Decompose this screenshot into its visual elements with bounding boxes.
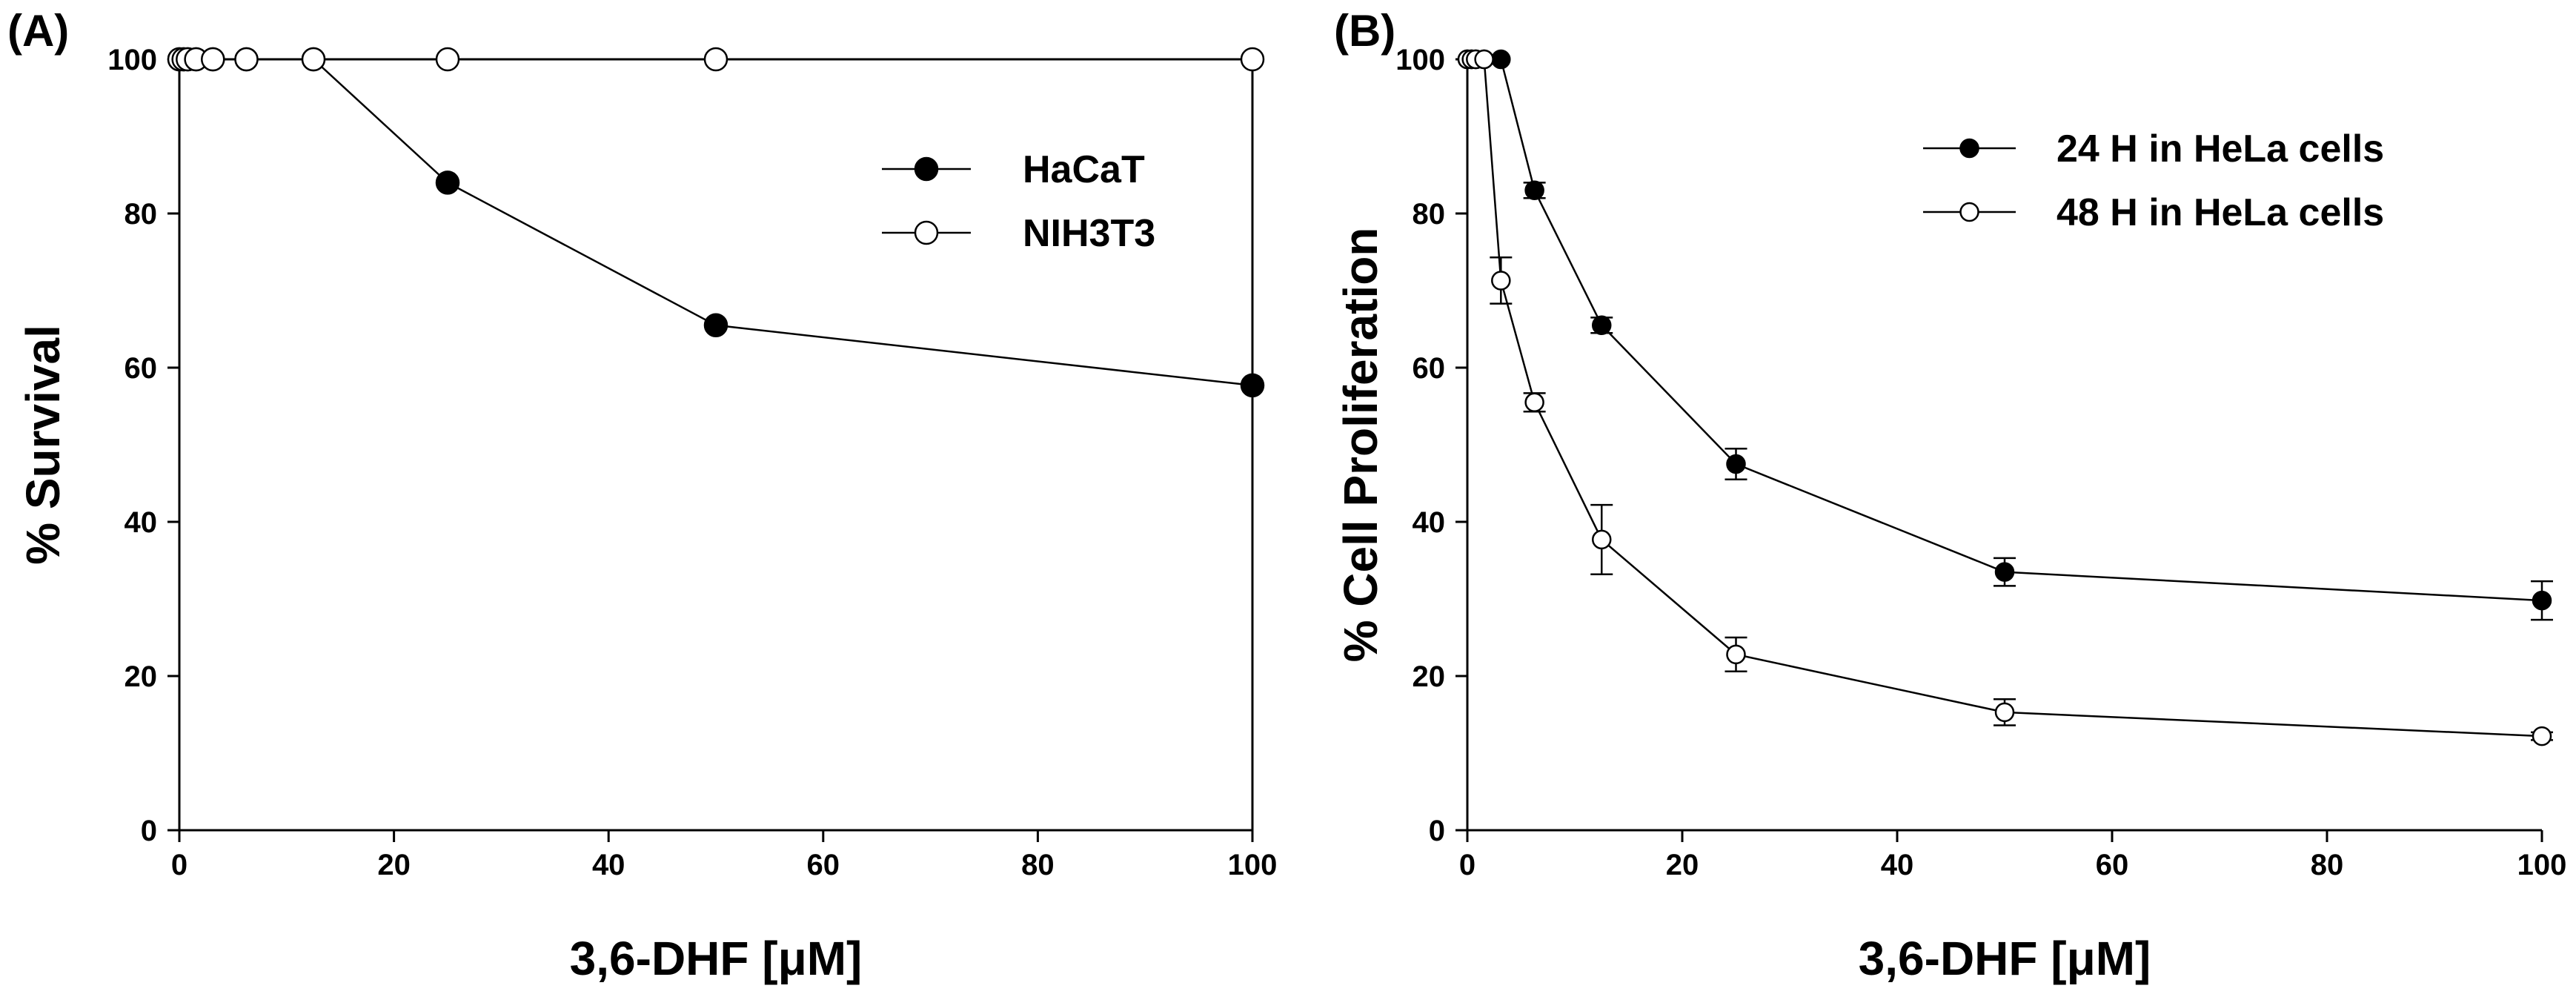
data-point bbox=[435, 47, 460, 72]
x-tick-label: 100 bbox=[1228, 849, 1278, 881]
x-tick-label: 0 bbox=[171, 849, 187, 881]
x-tick-label: 80 bbox=[2311, 849, 2344, 881]
series-2 bbox=[167, 47, 1265, 72]
y-tick-label: 40 bbox=[125, 506, 158, 539]
panel-label: (B) bbox=[1334, 6, 1395, 56]
data-point bbox=[1994, 562, 2015, 582]
data-point bbox=[201, 47, 225, 72]
x-tick-label: 60 bbox=[2096, 849, 2129, 881]
data-point bbox=[1240, 47, 1265, 72]
series-2 bbox=[1457, 49, 2553, 746]
data-point bbox=[1994, 702, 2015, 723]
data-point bbox=[1474, 49, 1494, 70]
panel-label: (A) bbox=[7, 6, 69, 56]
data-point bbox=[1592, 529, 1612, 550]
data-point bbox=[1491, 271, 1511, 291]
y-tick-label: 20 bbox=[125, 660, 158, 693]
x-tick-label: 0 bbox=[1459, 849, 1475, 881]
series-1 bbox=[1457, 49, 2553, 621]
x-tick-label: 100 bbox=[2517, 849, 2567, 881]
legend-marker bbox=[1959, 138, 1979, 159]
x-tick-label: 80 bbox=[1021, 849, 1055, 881]
legend-label: HaCaT bbox=[1023, 148, 1145, 191]
legend-marker bbox=[1959, 202, 1979, 222]
data-point bbox=[2532, 726, 2552, 746]
x-tick-label: 40 bbox=[592, 849, 625, 881]
x-tick-label: 20 bbox=[377, 849, 411, 881]
legend-marker bbox=[914, 156, 939, 182]
data-point bbox=[1726, 454, 1746, 474]
y-tick-label: 20 bbox=[1413, 660, 1446, 693]
data-point bbox=[703, 313, 728, 338]
x-tick-label: 60 bbox=[807, 849, 840, 881]
legend-label: 24 H in HeLa cells bbox=[2057, 127, 2384, 170]
x-tick-label: 20 bbox=[1666, 849, 1699, 881]
y-tick-label: 100 bbox=[1395, 44, 1445, 76]
data-point bbox=[1240, 373, 1265, 398]
y-tick-label: 60 bbox=[1413, 352, 1446, 385]
data-point bbox=[1491, 49, 1511, 70]
y-tick-label: 0 bbox=[141, 815, 157, 847]
x-tick-label: 40 bbox=[1881, 849, 1914, 881]
data-point bbox=[301, 47, 326, 72]
data-point bbox=[1524, 180, 1544, 201]
legend-marker bbox=[914, 220, 939, 245]
x-axis-title: 3,6-DHF [μM] bbox=[1859, 932, 2151, 985]
data-point bbox=[234, 47, 259, 72]
legend-label: NIH3T3 bbox=[1023, 212, 1155, 255]
legend-label: 48 H in HeLa cells bbox=[2057, 191, 2384, 234]
panel-a-chart: (A) 0 20 40 60 80 100 0 20 40 60 80 100 3,6-DHF [μM]%… bbox=[7, 6, 1277, 985]
y-tick-label: 40 bbox=[1413, 506, 1446, 539]
data-point bbox=[2532, 590, 2552, 611]
data-point bbox=[1524, 392, 1544, 413]
data-point bbox=[435, 170, 460, 195]
data-point bbox=[1592, 315, 1612, 336]
y-tick-label: 60 bbox=[125, 352, 158, 385]
y-tick-label: 100 bbox=[107, 44, 157, 76]
y-tick-label: 80 bbox=[1413, 198, 1446, 231]
y-axis-title: % Survival bbox=[16, 325, 70, 565]
y-tick-label: 80 bbox=[125, 198, 158, 231]
data-point bbox=[1726, 644, 1746, 665]
data-point bbox=[703, 47, 728, 72]
y-tick-label: 0 bbox=[1429, 815, 1445, 847]
panel-b-chart: (B) 0 20 40 60 80 100 0 20 40 60 80 100 3,6-DHF [μM]%… bbox=[1334, 6, 2566, 985]
y-axis-title: % Cell Proliferation bbox=[1334, 228, 1387, 663]
x-axis-title: 3,6-DHF [μM] bbox=[570, 932, 863, 985]
